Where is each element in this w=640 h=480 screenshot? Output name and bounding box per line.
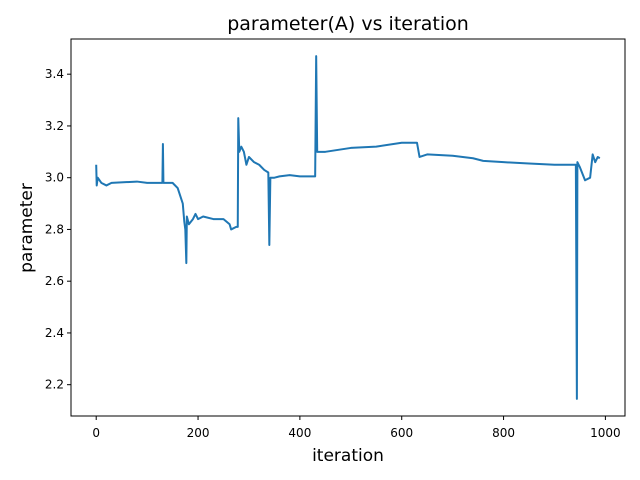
x-tick-label: 600	[390, 426, 413, 440]
x-tick-label: 0	[92, 426, 100, 440]
data-line	[95, 55, 601, 400]
y-tick-label: 2.4	[45, 326, 64, 340]
x-tick-label: 400	[288, 426, 311, 440]
y-tick-label: 3.4	[45, 67, 64, 81]
x-tick-label: 800	[492, 426, 515, 440]
y-tick-label: 3.2	[45, 119, 64, 133]
y-axis-label: parameter	[17, 183, 37, 273]
x-tick-label: 200	[187, 426, 210, 440]
x-axis-label: iteration	[312, 446, 384, 466]
y-tick-label: 3.0	[45, 171, 64, 185]
y-tick-label: 2.2	[45, 378, 64, 392]
y-tick-label: 2.6	[45, 274, 64, 288]
y-tick-label: 2.8	[45, 222, 64, 236]
plot-frame	[70, 38, 626, 417]
chart-title: parameter(A) vs iteration	[227, 13, 469, 35]
x-tick-label: 1000	[590, 426, 621, 440]
